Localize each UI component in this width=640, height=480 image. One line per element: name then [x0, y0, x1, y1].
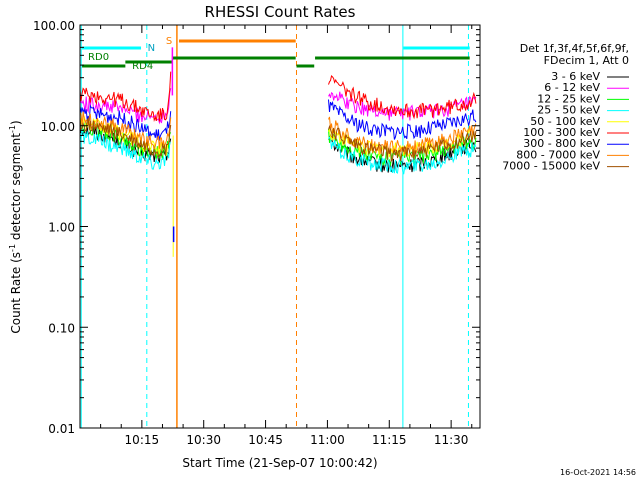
legend-header-line-1: Det 1f,3f,4f,5f,6f,9f, [520, 42, 629, 55]
saa-label: S [166, 36, 172, 47]
annotation-layer: NS RD0 RD4 [80, 25, 470, 428]
night-label: N [148, 43, 155, 54]
y-tick-label: 0.10 [48, 321, 75, 335]
chart-title: RHESSI Count Rates [205, 3, 356, 21]
legend-entry-label: 3 - 6 keV [551, 70, 600, 83]
legend-entry-label: 800 - 7000 keV [516, 148, 600, 161]
legend-header-line-2: FDecim 1, Att 0 [544, 54, 629, 67]
x-tick-label: 11:00 [310, 433, 345, 447]
series-layer [80, 47, 477, 257]
y-tick-label: 10.00 [41, 120, 75, 134]
series-line-3 [80, 128, 477, 175]
y-tick-label: 0.01 [48, 422, 75, 436]
y-tick-label: 1.00 [48, 221, 75, 235]
legend-entry-label: 25 - 50 keV [537, 104, 600, 117]
axis-ticks: 10:15 10:30 10:45 11:00 11:15 11:30 100.00 10.0… [33, 19, 480, 447]
legend-entry-label: 12 - 25 keV [537, 92, 600, 105]
series-line-5 [80, 71, 477, 123]
legend-entry-label: 7000 - 15000 keV [502, 160, 600, 173]
legend-entry-label: 6 - 12 keV [544, 81, 600, 94]
y-tick-label: 100.00 [33, 19, 75, 33]
legend-entry-label: 100 - 300 keV [523, 126, 600, 139]
x-tick-label: 11:30 [434, 433, 469, 447]
footer-date: 16-Oct-2021 14:56 [560, 468, 636, 477]
series-line-8 [80, 116, 477, 163]
legend-entry-label: 50 - 100 keV [530, 115, 600, 128]
x-axis-label: Start Time (21-Sep-07 10:00:42) [182, 456, 377, 470]
rd0-label: RD0 [88, 52, 109, 63]
x-tick-label: 11:15 [372, 433, 407, 447]
x-tick-label: 10:30 [186, 433, 221, 447]
y-axis-label: Count Rate (s-1 detector segment-1) [8, 120, 23, 333]
x-tick-label: 10:45 [248, 433, 283, 447]
rd4-label: RD4 [132, 61, 153, 72]
x-tick-label: 10:15 [125, 433, 160, 447]
legend-entry-label: 300 - 800 keV [523, 137, 600, 150]
legend: Det 1f,3f,4f,5f,6f,9f, FDecim 1, Att 0 3… [502, 42, 629, 173]
